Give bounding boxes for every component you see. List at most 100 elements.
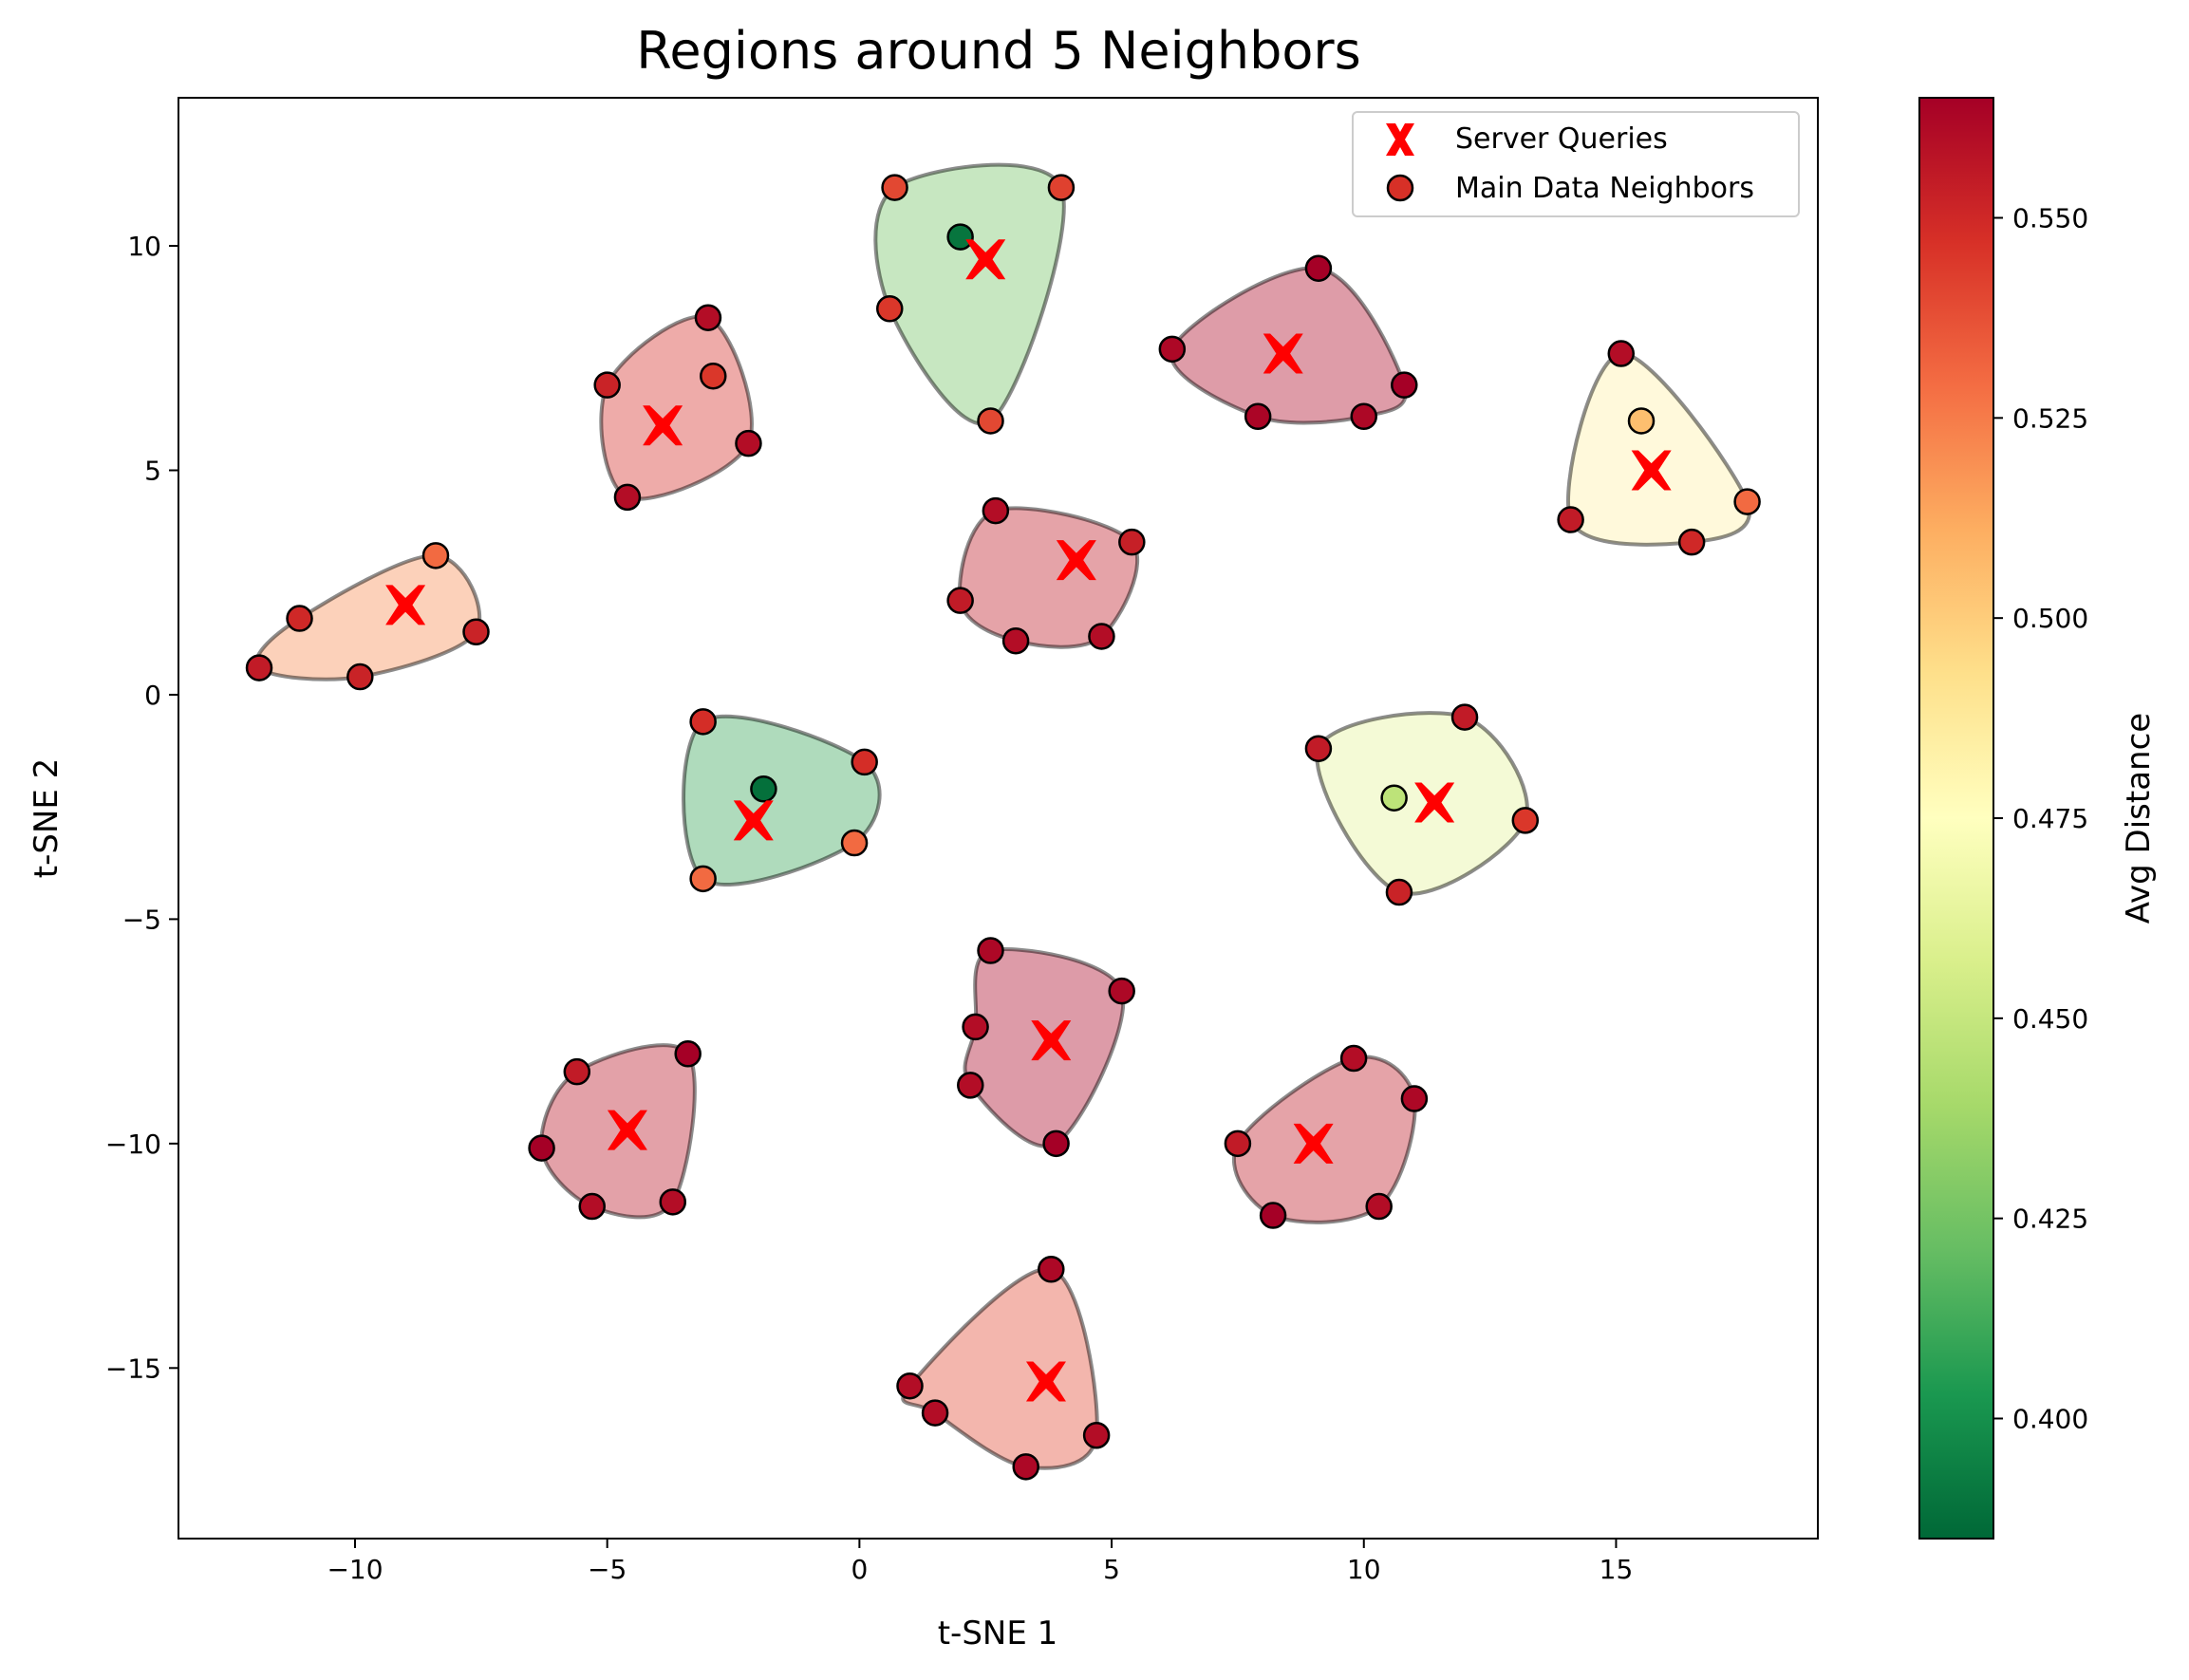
x-tick-label: 10: [1347, 1554, 1381, 1585]
neighbor-point-4-2: [1627, 407, 1656, 435]
query-point-5: [1056, 540, 1096, 581]
neighbor-point-2-2: [1158, 335, 1187, 364]
x-tick-label: −5: [588, 1554, 627, 1585]
neighbor-point-2-4: [1244, 402, 1272, 431]
query-point-11: [1293, 1123, 1334, 1164]
colorbar-tick-label: 0.550: [2012, 203, 2088, 234]
neighbor-point-3-1: [694, 304, 722, 331]
colorbar-tick-label: 0.525: [2012, 402, 2088, 434]
colorbar-gradient: [1918, 97, 1994, 1540]
plot-area: [178, 97, 1819, 1540]
neighbor-point-6-3: [462, 618, 490, 645]
neighbor-point-3-2: [593, 371, 621, 399]
neighbor-point-8-5: [1385, 878, 1413, 906]
region-5: [957, 506, 1140, 649]
neighbor-point-8-3: [1380, 784, 1408, 812]
legend-neighbor-marker: [1386, 174, 1414, 202]
x-tick-label: 15: [1600, 1554, 1634, 1585]
query-point-2: [1263, 333, 1303, 374]
chart-title: Regions around 5 Neighbors: [636, 21, 1361, 81]
neighbor-point-6-4: [245, 654, 273, 681]
neighbor-point-10-4: [578, 1192, 606, 1221]
query-point-8: [1414, 782, 1455, 823]
neighbor-point-7-1: [689, 708, 717, 736]
neighbor-point-1-1: [881, 174, 908, 201]
neighbor-point-11-3: [1224, 1129, 1252, 1158]
y-tick-label: −5: [122, 904, 161, 935]
neighbor-point-6-1: [421, 542, 450, 569]
query-point-3: [643, 405, 683, 446]
x-axis-ticks: −10 −5 0 5 10 15: [327, 1539, 1633, 1585]
neighbor-point-1-5: [977, 407, 1004, 435]
neighbor-point-4-5: [1677, 528, 1706, 556]
query-point-6: [385, 585, 426, 625]
colorbar: 0.400 0.425 0.450 0.475 0.500 0.525 0.550 Avg …: [1918, 97, 2158, 1540]
neighbor-point-4-1: [1607, 340, 1636, 367]
neighbor-point-2-5: [1350, 402, 1378, 431]
colorbar-tick-label: 0.475: [2012, 803, 2088, 834]
neighbor-point-9-2: [1108, 977, 1135, 1005]
colorbar-tick-label: 0.500: [2012, 603, 2088, 634]
neighbor-point-1-4: [876, 295, 904, 323]
neighbor-point-11-1: [1339, 1044, 1368, 1073]
neighbor-point-7-5: [689, 865, 717, 893]
neighbor-point-11-5: [1365, 1192, 1393, 1221]
y-tick-label: 5: [144, 456, 161, 487]
x-tick-label: 0: [851, 1554, 868, 1585]
query-point-1: [965, 239, 1006, 280]
neighbor-point-12-2: [896, 1372, 924, 1400]
y-tick-label: 0: [144, 680, 161, 711]
neighbor-point-9-5: [1042, 1129, 1070, 1158]
neighbor-point-2-1: [1304, 254, 1333, 282]
y-axis-ticks: −15 −10 −5 0 5 10: [105, 231, 178, 1384]
neighbor-point-9-3: [962, 1013, 989, 1041]
neighbor-point-12-3: [921, 1399, 949, 1427]
neighbor-point-1-2: [1047, 174, 1076, 201]
legend-neighbor-label: Main Data Neighbors: [1455, 172, 1754, 205]
neighbor-point-9-4: [957, 1072, 984, 1099]
neighbor-point-8-4: [1511, 807, 1540, 834]
legend-query-marker: [1386, 123, 1414, 156]
neighbor-point-3-3: [700, 362, 727, 390]
neighbor-point-8-2: [1304, 735, 1333, 762]
neighbor-point-3-4: [735, 429, 762, 457]
neighbor-point-9-1: [977, 937, 1004, 964]
neighbor-point-10-5: [659, 1188, 687, 1216]
neighbor-point-10-2: [563, 1057, 591, 1086]
region-12: [901, 1267, 1099, 1470]
x-axis-label: t-SNE 1: [938, 1615, 1058, 1652]
y-tick-label: −15: [105, 1353, 161, 1384]
region-4: [1566, 351, 1751, 547]
neighbor-point-11-4: [1259, 1202, 1287, 1229]
colorbar-tick-label: 0.400: [2012, 1404, 2088, 1435]
neighbor-point-5-2: [1118, 528, 1146, 556]
neighbor-point-5-1: [982, 496, 1010, 525]
colorbar-tick-label: 0.450: [2012, 1003, 2088, 1035]
query-point-12: [1025, 1361, 1066, 1402]
neighbor-point-3-5: [613, 483, 642, 512]
neighbor-point-12-5: [1012, 1453, 1039, 1481]
neighbor-point-6-2: [286, 605, 313, 632]
region-7: [682, 714, 882, 887]
x-tick-label: −10: [327, 1554, 383, 1585]
colorbar-tick-label: 0.425: [2012, 1204, 2088, 1235]
neighbor-point-12-4: [1082, 1421, 1111, 1449]
neighbor-point-7-4: [840, 829, 869, 857]
legend-query-label: Server Queries: [1455, 122, 1668, 156]
region-1: [873, 162, 1066, 426]
neighbor-point-11-2: [1400, 1085, 1429, 1112]
neighbor-point-10-3: [528, 1134, 555, 1162]
neighbor-point-5-3: [946, 587, 974, 614]
colorbar-ticks: 0.400 0.425 0.450 0.475 0.500 0.525 0.550: [1993, 203, 2088, 1435]
y-tick-label: −10: [105, 1129, 161, 1160]
y-axis-label: t-SNE 2: [28, 758, 65, 879]
neighbor-point-12-1: [1038, 1256, 1065, 1283]
neighbor-point-5-4: [1001, 626, 1030, 655]
neighbor-point-4-3: [1733, 488, 1761, 515]
neighbor-point-7-2: [851, 748, 878, 776]
plot-frame: [178, 97, 1819, 1540]
neighbor-point-5-5: [1088, 623, 1115, 650]
neighbor-point-2-3: [1391, 371, 1418, 399]
points-layer: [245, 174, 1761, 1481]
